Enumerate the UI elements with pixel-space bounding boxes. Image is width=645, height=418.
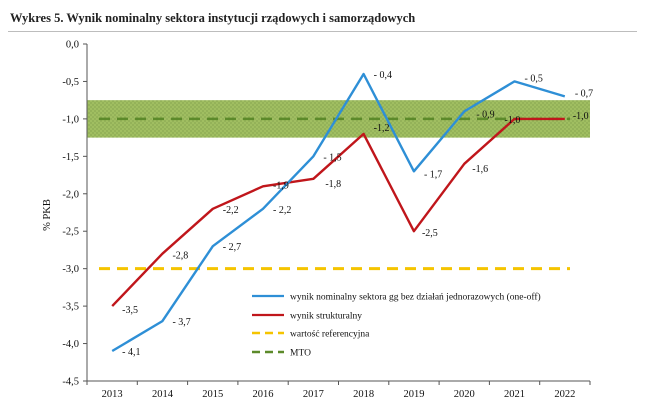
y-tick-label: -4,5: [62, 377, 79, 388]
title-divider: [8, 31, 637, 32]
x-tick-label: 2019: [403, 389, 424, 400]
x-tick-label: 2018: [353, 389, 374, 400]
structural-balance-line: [111, 117, 565, 307]
y-tick-label: -3,5: [62, 302, 79, 313]
structural-balance-data-label: -1,2: [374, 123, 390, 134]
y-tick-label: -1,0: [62, 114, 79, 125]
chart-title: Wykres 5. Wynik nominalny sektora instyt…: [10, 11, 416, 25]
structural-balance-data-label: -3,5: [122, 305, 138, 316]
y-tick-label: -2,5: [62, 227, 79, 238]
y-axis-label: % PKB: [42, 199, 53, 231]
x-tick-label: 2022: [554, 389, 575, 400]
legend-label-nominal-balance: wynik nominalny sektora gg bez działań j…: [290, 292, 541, 303]
nominal-balance-line: [111, 72, 566, 353]
structural-balance-data-label: -1,6: [472, 164, 488, 175]
legend-label-structural-balance: wynik strukturalny: [290, 312, 362, 322]
y-tick-label: 0,0: [66, 40, 79, 51]
nominal-balance-data-label: - 0,7: [575, 88, 593, 99]
structural-balance-data-label: -1,0: [573, 111, 589, 122]
x-tick-label: 2015: [202, 389, 223, 400]
nominal-balance-data-label: - 2,7: [223, 242, 241, 253]
structural-balance-data-label: -2,8: [172, 251, 188, 262]
x-tick-label: 2013: [102, 389, 123, 400]
x-tick-label: 2020: [454, 389, 475, 400]
y-tick-label: -3,0: [62, 264, 79, 275]
legend-label-mto: MTO: [290, 349, 311, 359]
y-tick-label: -4,0: [62, 339, 79, 350]
nominal-balance-data-label: - 1,5: [323, 152, 341, 163]
nominal-balance-data-label: - 1,7: [424, 169, 442, 180]
x-tick-label: 2016: [253, 389, 274, 400]
y-tick-label: -0,5: [62, 77, 79, 88]
nominal-balance-data-label: - 4,1: [122, 347, 140, 358]
x-tick-label: 2014: [152, 389, 174, 400]
legend-label-reference-value: wartość referencyjna: [290, 329, 370, 340]
nominal-balance-data-label: - 2,2: [273, 205, 291, 216]
x-tick-label: 2017: [303, 389, 324, 400]
structural-balance-data-label: -1,0: [505, 115, 521, 126]
y-tick-label: -2,0: [62, 189, 79, 200]
y-tick-label: -1,5: [62, 152, 79, 163]
nominal-balance-data-label: - 3,7: [172, 317, 190, 328]
x-tick-label: 2021: [504, 389, 525, 400]
nominal-balance-data-label: - 0,5: [525, 73, 543, 84]
structural-balance-data-label: -1,9: [273, 180, 289, 191]
structural-balance-data-label: -2,5: [422, 228, 438, 239]
structural-balance-data-label: -1,8: [325, 179, 341, 190]
nominal-balance-data-label: - 0,4: [374, 70, 392, 81]
nominal-balance-data-label: - 0,9: [476, 109, 494, 120]
structural-balance-data-label: -2,2: [223, 205, 239, 216]
